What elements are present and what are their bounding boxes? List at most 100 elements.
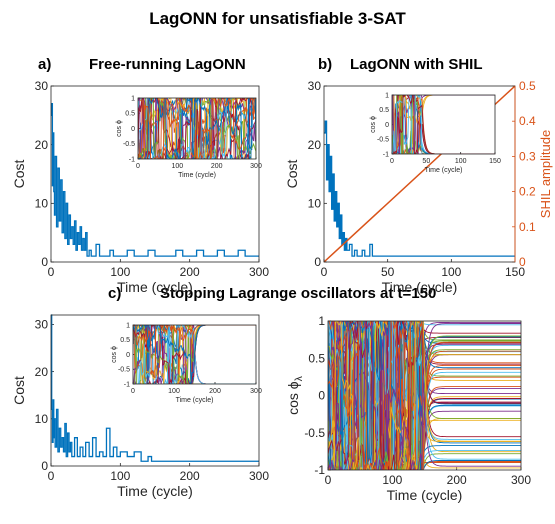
c-main-xtick-label: 100 <box>110 469 130 483</box>
a-main-xtick-label: 200 <box>180 265 200 279</box>
c-lambda-phase-trace <box>328 321 521 470</box>
b-main-ytick-label: 10 <box>308 197 322 211</box>
c-inset-frame <box>132 324 257 385</box>
b-main-xlabel: Time (cycle) <box>382 279 458 295</box>
c-lambda-ylabel-subscript: λ <box>293 375 305 381</box>
b-inset-xlabel: Time (cycle) <box>425 167 463 174</box>
a-inset-ytick-label: 1 <box>131 95 135 102</box>
b-inset-ytick-label: 0.5 <box>379 107 389 114</box>
c-lambda-phase-trace <box>328 321 521 470</box>
b-inset-phase-trace <box>392 95 495 154</box>
c-main-ytick-label: 0 <box>41 459 48 473</box>
b-main-y2label: SHIL amplitude <box>538 130 553 218</box>
panel-c-letter: c) <box>108 285 122 302</box>
b-inset-phase-trace <box>392 95 495 154</box>
a-inset-xtick-label: 0 <box>136 163 140 170</box>
c-lambda-frame <box>327 320 522 471</box>
c-main-ytick-label: 10 <box>35 412 49 426</box>
a-inset-ylabel: cos ϕ <box>116 120 123 137</box>
a-main-ytick-label: 10 <box>35 197 49 211</box>
c-main-ytick-label: 30 <box>35 318 49 332</box>
b-main-xtick-label: 150 <box>505 265 525 279</box>
a-inset-phase-trace <box>138 98 256 159</box>
c-main-frame <box>50 314 260 467</box>
c-inset-ylabel: cos ϕ <box>111 346 118 363</box>
b-main-xtick-label: 100 <box>441 265 461 279</box>
a-main-series-line <box>51 102 259 257</box>
a-inset-xtick-label: 200 <box>211 163 223 170</box>
c-lambda-traces <box>328 321 521 470</box>
c-lambda-phase-trace <box>328 321 521 470</box>
c-inset-ytick-label: 1 <box>126 322 130 329</box>
c-inset-ytick-label: 0 <box>126 352 130 359</box>
b-inset-phase-trace <box>392 95 495 154</box>
a-main-xtick-label: 300 <box>249 265 269 279</box>
c-main-ylabel: Cost <box>11 376 27 405</box>
b-inset-phase-trace <box>392 95 495 154</box>
b-inset-xtick-label: 0 <box>390 158 394 165</box>
c-lambda-xtick-label: 200 <box>447 473 467 487</box>
b-main-ytick-label: 30 <box>308 79 322 93</box>
b-inset-ytick-label: -0.5 <box>377 137 389 144</box>
panel-b-letter: b) <box>318 56 333 73</box>
c-lambda-xtick-label: 300 <box>511 473 531 487</box>
c-lambda-ytick-label: 1 <box>318 314 325 328</box>
a-inset-frame <box>137 97 257 160</box>
b-main-ytick-label: 20 <box>308 138 322 152</box>
b-main-y2tick-label: 0.4 <box>519 114 536 128</box>
panel-a-letter: a) <box>38 56 52 73</box>
c-inset-phase-trace <box>133 325 256 384</box>
c-main-xtick-label: 200 <box>180 469 200 483</box>
c-inset-phase-trace <box>133 325 256 384</box>
c-inset-phase-trace <box>133 325 256 378</box>
b-main-y2tick-label: 0 <box>519 255 526 269</box>
a-main-ytick-label: 20 <box>35 138 49 152</box>
b-main-y2tick-label: 0.5 <box>519 79 536 93</box>
a-inset-phase-trace <box>138 98 256 159</box>
panel-a-title: Free-running LagONN <box>89 56 246 73</box>
panel-b-title: LagONN with SHIL <box>350 56 483 73</box>
a-main-xlabel: Time (cycle) <box>117 279 193 295</box>
b-inset-phase-trace <box>392 95 495 154</box>
c-inset-xlabel: Time (cycle) <box>176 397 214 404</box>
a-inset-phase-trace <box>138 98 256 159</box>
b-inset-ytick-label: 1 <box>385 92 389 99</box>
b-inset-xtick-label: 100 <box>455 158 467 165</box>
a-inset-ytick-label: -1 <box>129 156 135 163</box>
a-inset-xtick-label: 300 <box>250 163 262 170</box>
b-inset-ytick-label: -1 <box>383 151 389 158</box>
b-main-y2tick-label: 0.3 <box>519 149 536 163</box>
c-lambda-ytick-label: 0.5 <box>308 351 325 365</box>
c-inset-ytick-label: -1 <box>124 381 130 388</box>
c-lambda-xlabel: Time (cycle) <box>387 487 463 503</box>
a-inset-xlabel: Time (cycle) <box>178 172 216 179</box>
c-main-ytick-label: 20 <box>35 365 49 379</box>
c-inset-xtick-label: 300 <box>250 388 262 395</box>
c-lambda-ylabel: cos ϕλ <box>285 375 305 415</box>
b-main-ytick-label: 0 <box>314 255 321 269</box>
c-lambda-ytick-label: 0 <box>318 389 325 403</box>
b-main-series-line <box>324 120 515 257</box>
c-inset-ytick-label: -0.5 <box>118 367 130 374</box>
c-main-xtick-label: 300 <box>249 469 269 483</box>
a-inset-xtick-label: 100 <box>171 163 183 170</box>
a-inset-ytick-label: -0.5 <box>123 141 135 148</box>
c-lambda-phase-trace <box>328 321 521 470</box>
a-inset-phase-trace <box>138 98 256 159</box>
a-inset-ytick-label: 0 <box>131 126 135 133</box>
b-main-y2tick-label: 0.2 <box>519 185 536 199</box>
b-inset-frame <box>391 94 496 155</box>
c-inset-xtick-label: 200 <box>209 388 221 395</box>
c-main-series-line <box>51 314 259 462</box>
a-inset-ytick-label: 0.5 <box>125 111 135 118</box>
c-lambda-phase-trace <box>328 321 521 470</box>
c-lambda-ytick-label: -0.5 <box>304 426 325 440</box>
b-inset-ytick-label: 0 <box>385 122 389 129</box>
figure-title: LagONN for unsatisfiable 3-SAT <box>149 9 406 28</box>
a-main-ytick-label: 30 <box>35 79 49 93</box>
a-main-xtick-label: 100 <box>110 265 130 279</box>
panel-c-title: Stopping Lagrange oscillators at t=150 <box>160 285 437 302</box>
c-inset-xtick-label: 0 <box>131 388 135 395</box>
c-main-xlabel: Time (cycle) <box>117 483 193 499</box>
